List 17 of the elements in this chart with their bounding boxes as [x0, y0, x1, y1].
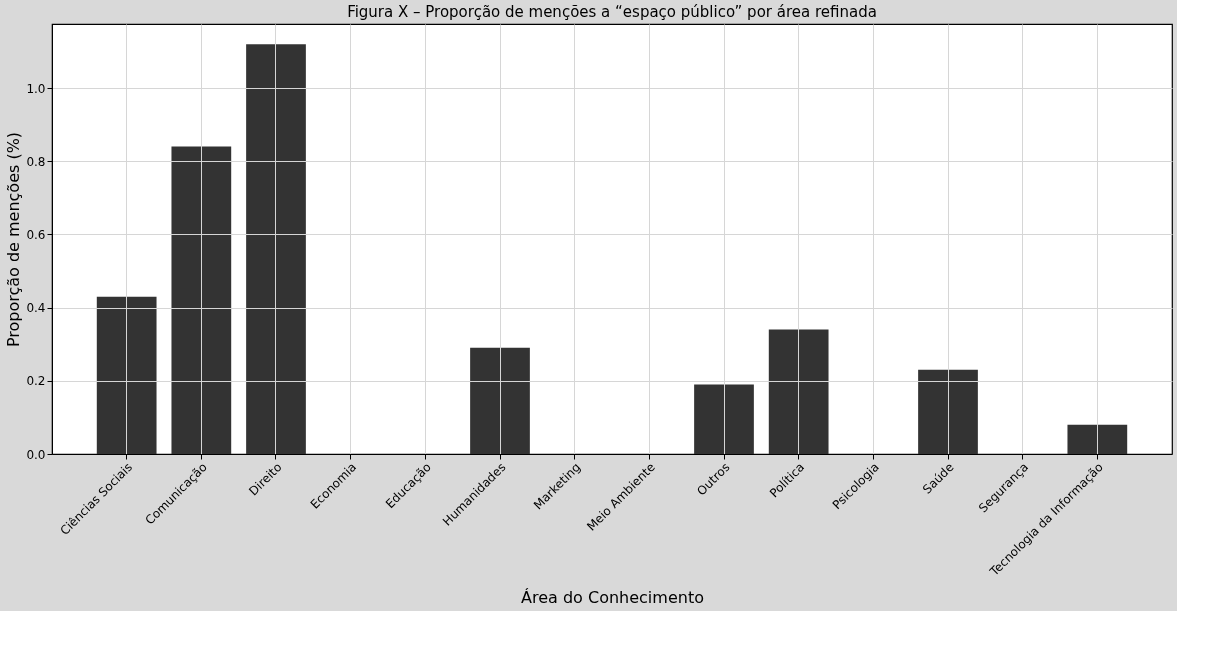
y-tick-label: 0.8 — [26, 154, 46, 169]
bar — [96, 296, 157, 454]
chart-title: Figura X – Proporção de menções a “espaço público” por área refinada — [347, 3, 877, 21]
bar — [246, 44, 306, 454]
y-tick-label: 0.6 — [26, 227, 46, 242]
bar — [1067, 424, 1128, 454]
y-axis-title: Proporção de menções (%) — [4, 131, 24, 348]
y-tick-label: 1.0 — [26, 81, 46, 96]
y-tick-label: 0.0 — [26, 447, 46, 462]
bar — [171, 146, 232, 454]
bar — [918, 369, 978, 454]
x-axis-title: Área do Conhecimento — [521, 587, 704, 607]
y-tick-label: 0.4 — [26, 301, 46, 316]
bar — [768, 329, 829, 454]
y-tick-label: 0.2 — [26, 374, 46, 389]
bar — [694, 384, 754, 454]
bar — [470, 347, 530, 454]
